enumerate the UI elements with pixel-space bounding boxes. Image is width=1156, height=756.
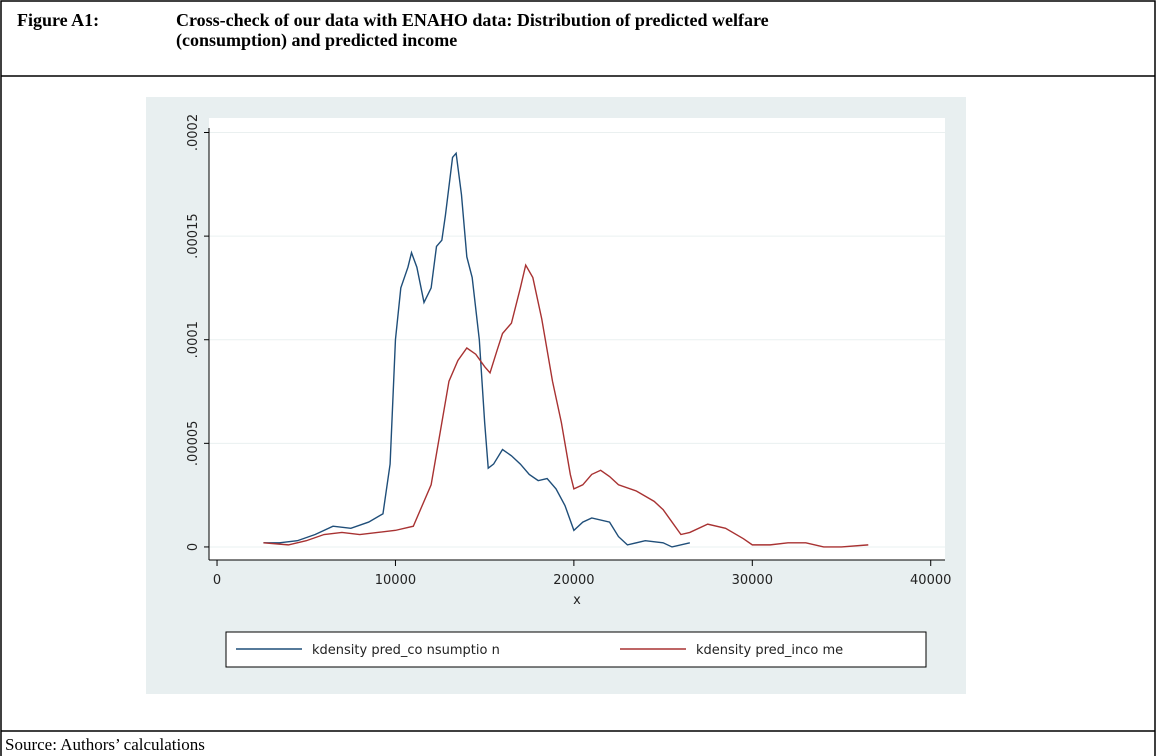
legend-box [225,631,927,668]
data-line [263,151,691,548]
x-tick-label: 30000 [732,573,773,588]
y-tick-label: .0002 [186,114,201,151]
x-tick-label: 20000 [553,573,594,588]
x-tick-label: 10000 [375,573,416,588]
y-tick-label: .0001 [186,321,201,358]
figure-label: Figure A1: [17,10,99,30]
data-line [263,263,869,548]
figure-title: Cross-check of our data with ENAHO data:… [176,10,769,30]
x-tick-label: 0 [213,573,221,588]
source-note: Source: Authors’ calculations [5,735,205,754]
x-axis-label: x [573,593,581,608]
y-tick-label: .00005 [186,421,201,467]
legend-label: kdensity pred_inco me [696,643,843,658]
plot-area [209,118,945,560]
y-tick-label: .00015 [186,213,201,259]
chart: 0 .00005 .0001 .00015 .0002 0 10000 20000 30000 4… [186,114,951,668]
y-tick-label: 0 [186,543,201,551]
legend-label: kdensity pred_co nsumptio n [312,643,500,658]
figure-title: (consumption) and predicted income [176,30,457,51]
x-tick-label: 40000 [910,573,951,588]
